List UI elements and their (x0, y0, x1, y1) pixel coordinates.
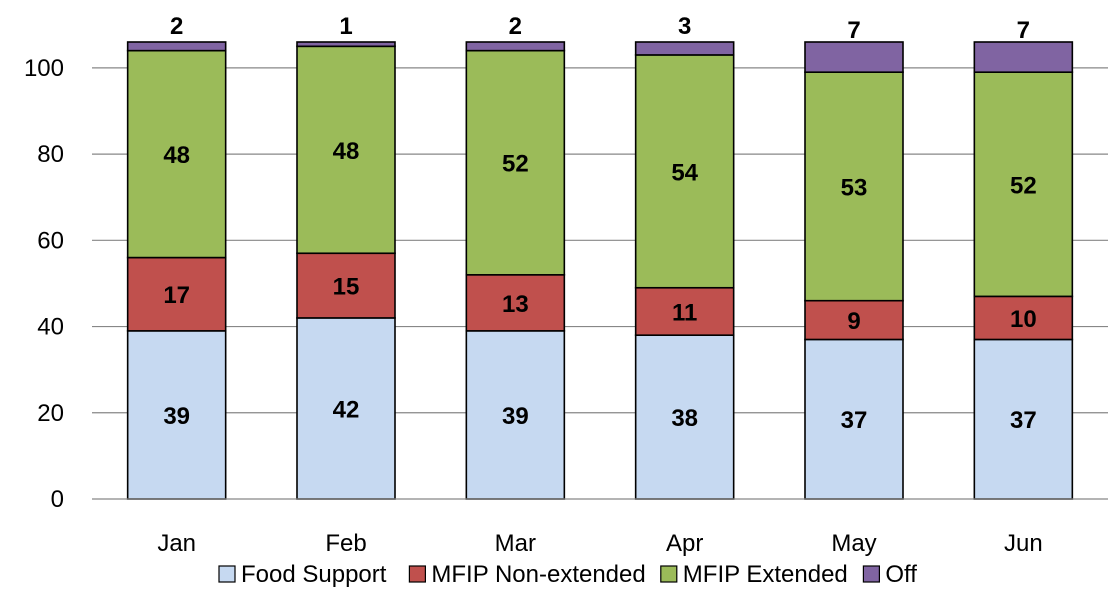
legend-swatch (408, 565, 426, 583)
data-label: 10 (1010, 306, 1037, 333)
legend: Food Support MFIP Non-extended MFIP Extend… (218, 561, 917, 588)
bar-segment (634, 54, 735, 289)
bar-segment (973, 41, 1074, 73)
legend-label: Off (885, 561, 917, 588)
y-tick-label: 60 (37, 227, 64, 254)
bar-segment (973, 71, 1074, 298)
data-label: 1 (339, 13, 352, 40)
data-label: 48 (333, 138, 360, 165)
bar-segment (126, 256, 227, 332)
data-label: 54 (671, 159, 698, 186)
legend-swatch (862, 565, 881, 583)
bar-segment (804, 71, 904, 302)
bar-segment (126, 41, 227, 52)
x-tick-label: Apr (666, 530, 703, 557)
x-tick-label: Jan (157, 530, 196, 557)
data-label: 39 (163, 403, 190, 430)
legend-item: MFIP Non-extended (408, 561, 646, 588)
bar-segment (973, 295, 1074, 341)
data-label: 52 (1010, 172, 1037, 199)
bar-segment (804, 41, 904, 73)
legend-label: MFIP Extended (683, 561, 848, 588)
y-tick-label: 40 (37, 314, 64, 341)
bar-segment (126, 330, 227, 500)
data-label: 53 (841, 174, 868, 201)
bar-segment (634, 334, 735, 500)
data-label: 11 (672, 299, 697, 326)
data-label: 39 (502, 403, 529, 430)
legend-swatch (660, 565, 678, 583)
bar-segment (804, 338, 904, 500)
x-tick-label: Feb (325, 530, 366, 557)
data-label: 15 (333, 274, 360, 301)
data-label: 2 (170, 13, 183, 40)
legend-label: MFIP Non-extended (431, 561, 645, 588)
data-label: 37 (1010, 407, 1037, 434)
y-tick-label: 20 (37, 400, 64, 427)
x-tick-label: Mar (495, 530, 536, 557)
data-labels: 39 17 48 2 42 15 48 1 39 13 52 2 38 11 54 3 37 9 53 7 37 10 52… (163, 13, 1036, 434)
x-tick-label: May (831, 530, 876, 557)
gridlines (92, 67, 1108, 414)
data-label: 38 (671, 405, 698, 432)
data-label: 52 (502, 151, 529, 178)
data-label: 37 (841, 407, 868, 434)
bar-segment (465, 49, 566, 276)
y-tick-label: 80 (37, 141, 64, 168)
x-axis: Jan Feb Mar Apr May Jun (92, 498, 1108, 557)
y-tick-label: 100 (24, 55, 64, 82)
data-label: 42 (333, 396, 360, 423)
bar-segment (465, 274, 566, 332)
data-label: 3 (678, 13, 691, 40)
bar-segment (973, 338, 1074, 500)
legend-item: Food Support (218, 561, 387, 588)
bar-segment (296, 41, 396, 48)
data-label: 7 (1017, 17, 1030, 44)
data-label: 2 (509, 13, 522, 40)
legend-label: Food Support (241, 561, 387, 588)
legend-swatch (218, 565, 236, 583)
data-label: 13 (502, 291, 529, 318)
bars (126, 41, 1074, 500)
data-label: 17 (163, 282, 190, 309)
bar-segment (465, 41, 566, 52)
bar-segment (804, 299, 904, 341)
bar-segment (465, 330, 566, 500)
data-label: 9 (847, 308, 860, 335)
legend-item: MFIP Extended (660, 561, 848, 588)
y-tick-label: 0 (51, 486, 64, 513)
bar-segment (634, 41, 735, 56)
x-tick-label: Jun (1004, 530, 1043, 557)
y-axis: 0 20 40 60 80 100 (24, 55, 64, 513)
data-label: 7 (847, 17, 860, 44)
legend-item: Off (862, 561, 917, 588)
data-label: 48 (163, 142, 190, 169)
